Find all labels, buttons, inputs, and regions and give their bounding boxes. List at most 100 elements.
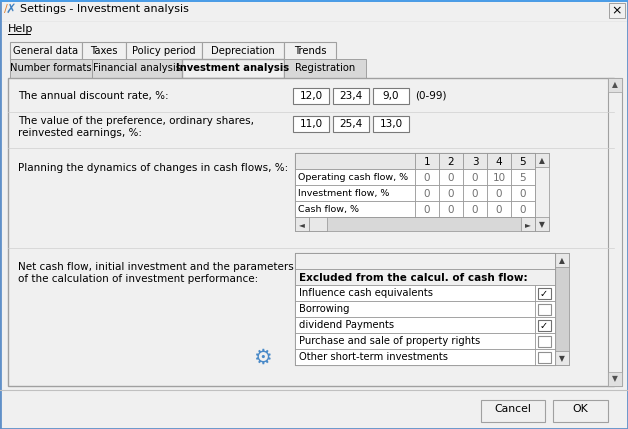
Text: 0: 0 <box>472 173 479 183</box>
Text: 0: 0 <box>495 189 502 199</box>
Bar <box>538 320 551 331</box>
Bar <box>415 185 439 201</box>
Text: ✓: ✓ <box>540 289 548 299</box>
Bar <box>535 317 555 333</box>
Bar <box>333 116 369 132</box>
Text: Investment analysis: Investment analysis <box>176 63 290 73</box>
Text: Cash flow, %: Cash flow, % <box>298 205 359 214</box>
Bar <box>487 201 511 217</box>
Text: Taxes: Taxes <box>90 46 118 56</box>
Bar <box>538 304 551 315</box>
Bar <box>538 352 551 363</box>
Bar <box>309 217 327 231</box>
Text: Investment flow, %: Investment flow, % <box>298 189 389 198</box>
Bar <box>295 349 535 365</box>
Text: Operating cash flow, %: Operating cash flow, % <box>298 173 408 182</box>
Bar <box>182 59 284 78</box>
Bar <box>538 288 551 299</box>
Text: 0: 0 <box>472 205 479 215</box>
Bar <box>481 400 545 422</box>
Text: Number formats: Number formats <box>10 63 92 73</box>
Bar <box>535 333 555 349</box>
Bar <box>295 153 535 217</box>
Bar <box>535 285 555 301</box>
Bar <box>415 153 439 169</box>
Text: ⚙: ⚙ <box>252 348 271 368</box>
Text: Help: Help <box>8 24 33 34</box>
Text: /: / <box>4 4 8 14</box>
Bar <box>293 88 329 104</box>
Bar <box>538 336 551 347</box>
Bar <box>535 349 555 365</box>
Bar <box>295 317 535 333</box>
Text: Cancel: Cancel <box>495 404 531 414</box>
Text: 1: 1 <box>424 157 430 167</box>
Text: 12,0: 12,0 <box>300 91 323 101</box>
Text: 0: 0 <box>448 205 454 215</box>
Text: The annual discount rate, %:: The annual discount rate, %: <box>18 91 169 101</box>
Text: ▲: ▲ <box>559 256 565 265</box>
Bar <box>511 185 535 201</box>
Bar <box>0 22 628 42</box>
Text: (0-99): (0-99) <box>415 91 447 101</box>
Text: 0: 0 <box>495 205 502 215</box>
Bar <box>463 185 487 201</box>
Bar <box>0 0 628 22</box>
Text: Depreciation: Depreciation <box>211 46 275 56</box>
Bar <box>295 169 415 185</box>
Bar <box>439 153 463 169</box>
Text: Other short-term investments: Other short-term investments <box>299 352 448 362</box>
Bar <box>511 169 535 185</box>
Text: 5: 5 <box>520 157 526 167</box>
Text: 4: 4 <box>495 157 502 167</box>
Bar <box>439 185 463 201</box>
Text: 3: 3 <box>472 157 479 167</box>
Text: 5: 5 <box>520 173 526 183</box>
Bar <box>415 201 439 217</box>
Text: Financial analysis: Financial analysis <box>93 63 181 73</box>
Text: Purchase and sale of property rights: Purchase and sale of property rights <box>299 336 480 346</box>
Text: OK: OK <box>572 404 588 414</box>
Bar <box>521 217 535 231</box>
Text: dividend Payments: dividend Payments <box>299 320 394 330</box>
Bar <box>463 169 487 185</box>
Bar <box>295 153 415 169</box>
Text: ×: × <box>612 4 622 17</box>
Text: Planning the dynamics of changes in cash flows, %:: Planning the dynamics of changes in cash… <box>18 163 288 173</box>
Text: Registration: Registration <box>295 63 355 73</box>
Text: Settings - Investment analysis: Settings - Investment analysis <box>20 4 189 14</box>
Bar <box>555 253 569 365</box>
Text: 0: 0 <box>520 189 526 199</box>
Text: The value of the preference, ordinary shares,
reinvested earnings, %:: The value of the preference, ordinary sh… <box>18 116 254 138</box>
Bar <box>295 217 535 231</box>
Text: ▼: ▼ <box>539 220 545 229</box>
Text: General data: General data <box>13 46 78 56</box>
Text: Excluded from the calcul. of cash flow:: Excluded from the calcul. of cash flow: <box>299 273 528 283</box>
Text: 25,4: 25,4 <box>339 119 362 129</box>
Text: ✓: ✓ <box>540 321 548 331</box>
Text: 0: 0 <box>424 205 430 215</box>
Bar <box>10 42 82 60</box>
Text: Trends: Trends <box>294 46 327 56</box>
Text: ►: ► <box>525 220 531 229</box>
Text: ▼: ▼ <box>559 354 565 363</box>
Bar <box>535 301 555 317</box>
Text: 13,0: 13,0 <box>379 119 403 129</box>
Bar <box>284 42 336 60</box>
Bar <box>609 3 625 18</box>
Bar <box>295 217 309 231</box>
Bar <box>487 169 511 185</box>
Bar <box>511 201 535 217</box>
Bar <box>535 153 549 167</box>
Bar <box>295 253 555 269</box>
Bar <box>333 88 369 104</box>
Bar <box>295 253 555 365</box>
Bar <box>284 59 366 78</box>
Bar <box>126 42 202 60</box>
Text: Influence cash equivalents: Influence cash equivalents <box>299 288 433 298</box>
Bar <box>608 78 622 92</box>
Bar <box>608 372 622 386</box>
Text: Net cash flow, initial investment and the parameters
of the calculation of inves: Net cash flow, initial investment and th… <box>18 262 294 284</box>
Text: 11,0: 11,0 <box>300 119 323 129</box>
Text: 0: 0 <box>448 173 454 183</box>
